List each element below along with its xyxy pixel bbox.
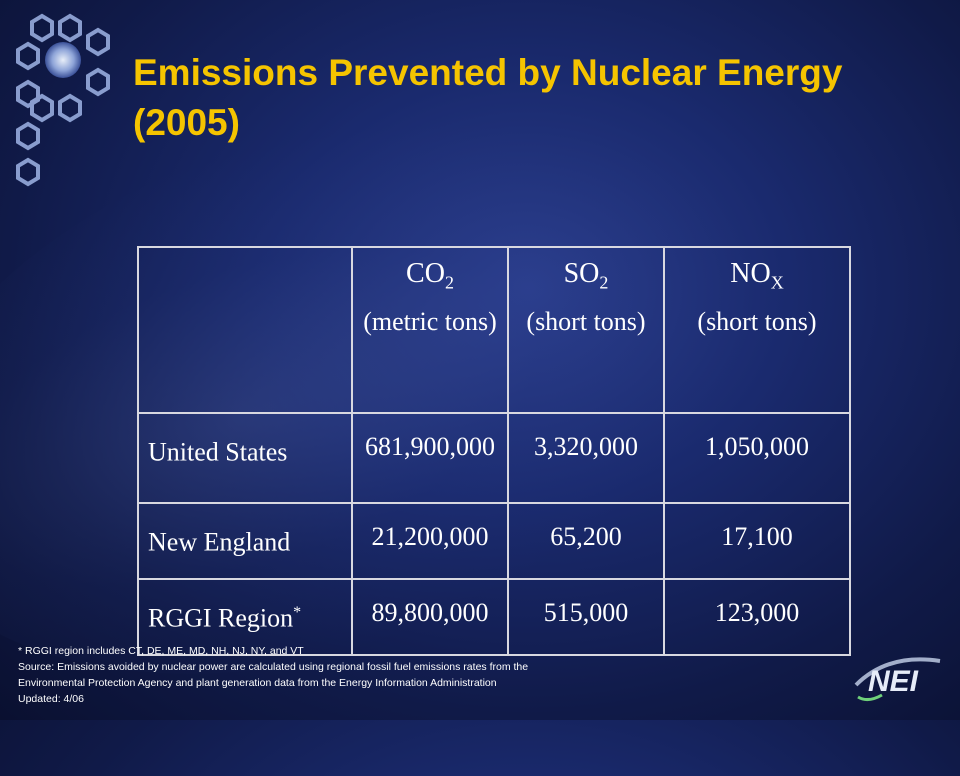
table-row: RGGI Region* 89,800,000 515,000 123,000 [137,578,851,656]
emissions-table-container: CO2 (metric tons) SO2 (short tons) NOX (… [137,246,851,656]
cell-nox: 123,000 [663,578,851,656]
cell-co2: 681,900,000 [351,412,509,504]
emissions-table: CO2 (metric tons) SO2 (short tons) NOX (… [137,246,851,656]
row-label: United States [137,412,353,504]
footnote-line: * RGGI region includes CT, DE, ME, MD, N… [18,645,304,657]
header-formula: SO2 [563,258,609,293]
header-unit: (metric tons) [363,306,497,336]
cell-so2: 515,000 [507,578,665,656]
table-row: United States 681,900,000 3,320,000 1,05… [137,412,851,504]
row-label: New England [137,502,353,580]
cell-so2: 3,320,000 [507,412,665,504]
header-formula: CO2 [406,258,454,293]
nei-logo: NEI [854,657,941,702]
footnote-line: Source: Emissions avoided by nuclear pow… [18,661,529,673]
cell-nox: 1,050,000 [663,412,851,504]
cell-nox: 17,100 [663,502,851,580]
header-so2: SO2 (short tons) [507,246,665,414]
header-co2: CO2 (metric tons) [351,246,509,414]
slide: Emissions Prevented by Nuclear Energy (2… [0,3,941,776]
header-nox: NOX (short tons) [663,246,851,414]
slide-title: Emissions Prevented by Nuclear Energy (2… [133,52,843,143]
logo-text: NEI [868,665,919,698]
cell-co2: 21,200,000 [351,502,509,580]
row-label: RGGI Region* [137,578,353,656]
header-formula: NOX [730,258,784,293]
header-unit: (short tons) [697,306,817,336]
header-unit: (short tons) [526,306,646,336]
cell-co2: 89,800,000 [351,578,509,656]
hexagon-cluster-icon [16,13,110,187]
header-empty-cell [137,246,353,414]
table-row: New England 21,200,000 65,200 17,100 [137,502,851,580]
footnote-line: Updated: 4/06 [18,693,84,705]
footnote-line: Environmental Protection Agency and plan… [18,677,497,689]
table-header-row: CO2 (metric tons) SO2 (short tons) NOX (… [137,246,851,414]
footnotes: * RGGI region includes CT, DE, ME, MD, N… [18,643,718,707]
cell-so2: 65,200 [507,502,665,580]
